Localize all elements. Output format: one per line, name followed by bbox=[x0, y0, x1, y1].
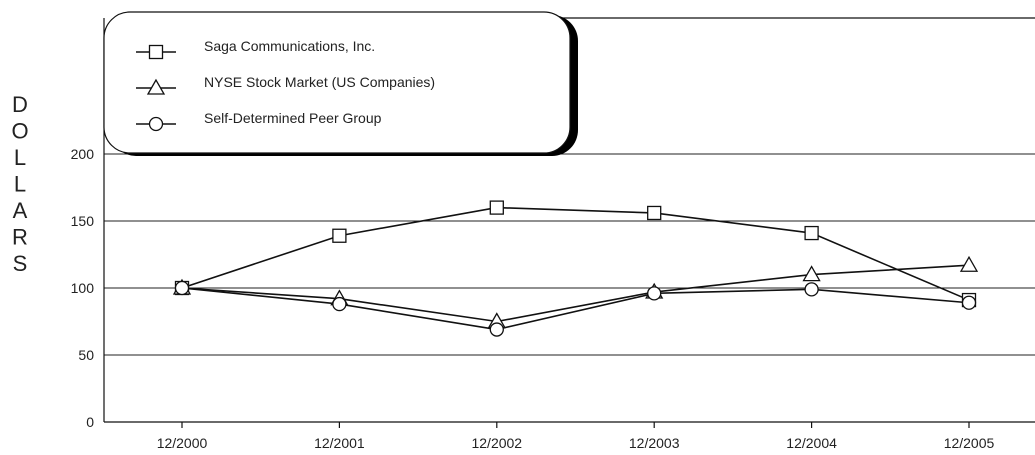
y-tick-label: 200 bbox=[71, 146, 95, 162]
data-point bbox=[804, 282, 819, 297]
x-tick-label: 12/2000 bbox=[157, 435, 208, 451]
y-axis-label-letter: O bbox=[11, 119, 28, 144]
series-triangle bbox=[172, 255, 979, 329]
legend-label: Saga Communications, Inc. bbox=[204, 38, 375, 54]
series-square bbox=[174, 200, 977, 308]
series-line bbox=[181, 287, 970, 331]
legend-box bbox=[103, 11, 571, 154]
legend-marker bbox=[146, 78, 166, 95]
y-tick-label: 50 bbox=[78, 347, 94, 363]
x-tick-label: 12/2004 bbox=[786, 435, 837, 451]
data-point bbox=[489, 322, 504, 337]
y-axis-label-letter: A bbox=[13, 198, 28, 223]
data-point bbox=[959, 255, 979, 272]
legend-label: Self-Determined Peer Group bbox=[204, 110, 382, 126]
x-tick-label: 12/2003 bbox=[629, 435, 680, 451]
series-line bbox=[181, 206, 970, 301]
gridlines bbox=[104, 153, 1035, 356]
series-circle bbox=[174, 280, 977, 337]
y-axis-label-letter: R bbox=[12, 225, 28, 250]
y-tick-label: 150 bbox=[71, 213, 95, 229]
series bbox=[172, 200, 979, 337]
data-point bbox=[174, 280, 190, 296]
data-point bbox=[332, 296, 347, 312]
legend-marker bbox=[148, 44, 164, 60]
y-tick-label: 100 bbox=[71, 280, 95, 296]
legend-item: Saga Communications, Inc. bbox=[136, 38, 375, 60]
y-axis-label-letter: D bbox=[12, 92, 28, 117]
legend: Saga Communications, Inc. NYSE Stock Mark… bbox=[103, 11, 578, 156]
data-point bbox=[804, 225, 819, 241]
x-tick-label: 12/2002 bbox=[471, 435, 522, 451]
x-tick-label: 12/2005 bbox=[944, 435, 995, 451]
legend-item: NYSE Stock Market (US Companies) bbox=[136, 74, 435, 95]
data-point bbox=[961, 295, 977, 310]
data-point bbox=[332, 228, 347, 243]
legend-label: NYSE Stock Market (US Companies) bbox=[204, 74, 435, 90]
y-tick-labels: 0 50 100 150 200 bbox=[71, 146, 95, 430]
y-axis-label-letter: L bbox=[14, 172, 26, 197]
data-point bbox=[647, 286, 662, 301]
legend-item: Self-Determined Peer Group bbox=[136, 110, 382, 132]
legend-marker bbox=[148, 116, 164, 132]
data-point bbox=[489, 200, 504, 215]
x-tick-label: 12/2001 bbox=[314, 435, 365, 451]
y-axis-label-letter: L bbox=[14, 145, 26, 170]
series-line bbox=[181, 264, 970, 323]
y-tick-label: 0 bbox=[86, 414, 94, 430]
data-point bbox=[647, 205, 662, 221]
data-point bbox=[802, 265, 821, 282]
y-axis-label-letter: S bbox=[13, 251, 28, 276]
x-tick-labels: 12/2000 12/2001 12/2002 12/2003 12/2004 12/20… bbox=[157, 422, 995, 451]
